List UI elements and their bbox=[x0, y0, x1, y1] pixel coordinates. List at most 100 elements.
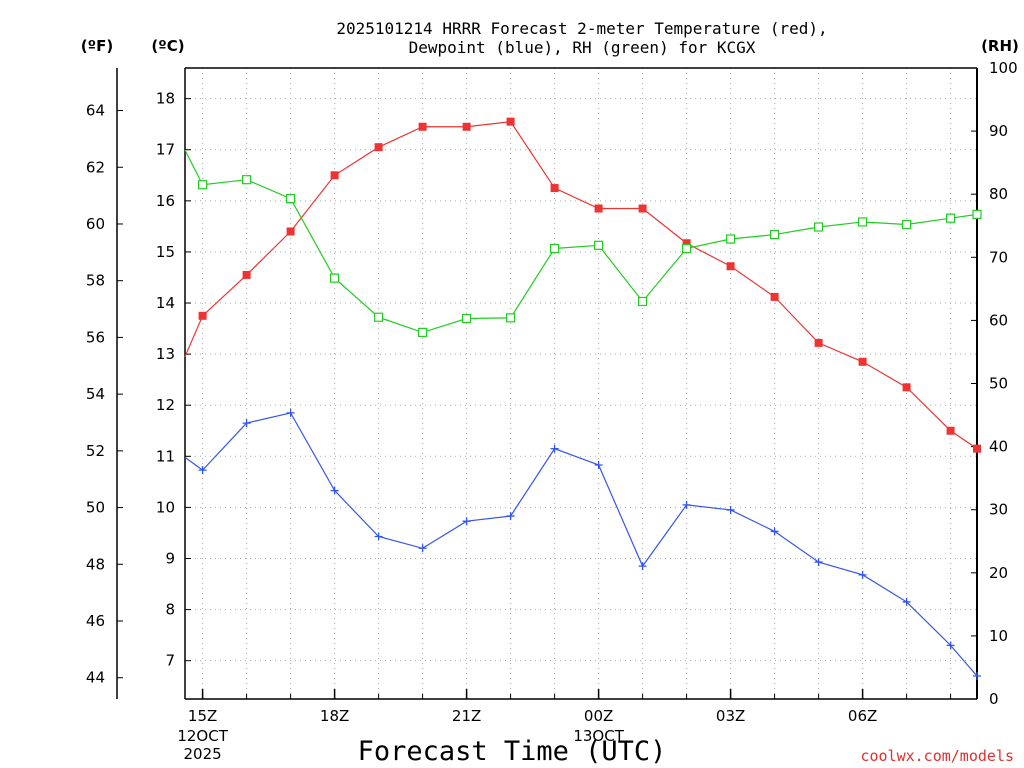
rh-point bbox=[549, 243, 560, 254]
rh-point bbox=[857, 217, 868, 227]
fahrenheit-unit-label: (ºF) bbox=[81, 37, 113, 55]
dewpoint-point bbox=[242, 419, 251, 428]
celsius-tick-label: 11 bbox=[156, 447, 175, 465]
dewpoint-point bbox=[770, 527, 779, 536]
rh-point bbox=[418, 327, 428, 337]
dewpoint-point bbox=[814, 558, 823, 567]
temperature-point bbox=[638, 204, 647, 213]
rh-point bbox=[286, 194, 296, 204]
dewpoint-point bbox=[418, 544, 427, 553]
x-tick-label: 18Z bbox=[320, 707, 349, 725]
temperature-line bbox=[184, 121, 978, 450]
data-series bbox=[184, 117, 982, 681]
dewpoint-point bbox=[550, 444, 559, 453]
temperature-point bbox=[594, 204, 603, 213]
fahrenheit-tick-label: 50 bbox=[86, 499, 105, 517]
x-tick-label: 00Z bbox=[584, 707, 613, 725]
rh-point bbox=[242, 175, 252, 185]
celsius-tick-label: 16 bbox=[156, 192, 175, 210]
chart-title: 2025101214 HRRR Forecast 2-meter Tempera… bbox=[336, 19, 827, 57]
temperature-point bbox=[902, 383, 911, 392]
rh-tick-label: 100 bbox=[989, 59, 1018, 77]
title-line-1: 2025101214 HRRR Forecast 2-meter Tempera… bbox=[336, 19, 827, 38]
fahrenheit-tick-label: 60 bbox=[86, 215, 105, 233]
celsius-tick-label: 9 bbox=[165, 549, 175, 567]
temperature-point bbox=[418, 122, 427, 131]
temperature-point bbox=[550, 184, 559, 193]
axes: 7 8 9 10 11 12 13 14 15 16 17 18 44 46 48 50 52 54 56 58 60 6… bbox=[86, 59, 1018, 763]
rh-tick-label: 40 bbox=[989, 438, 1008, 456]
rh-point bbox=[198, 180, 208, 190]
dewpoint-point bbox=[374, 532, 383, 541]
dewpoint-point bbox=[286, 408, 295, 417]
fahrenheit-tick-label: 48 bbox=[86, 555, 105, 573]
rh-tick-label: 80 bbox=[989, 185, 1008, 203]
x-tick-date-label: 13OCT bbox=[573, 727, 624, 745]
temperature-point bbox=[462, 122, 471, 131]
celsius-tick-label: 10 bbox=[156, 498, 175, 516]
x-tick-label: 06Z bbox=[848, 707, 877, 725]
dewpoint-line bbox=[184, 412, 978, 677]
rh-point bbox=[330, 273, 340, 283]
temperature-point bbox=[858, 357, 867, 366]
dewpoint-point bbox=[638, 562, 647, 571]
rh-tick-label: 60 bbox=[989, 311, 1008, 329]
rh-point bbox=[945, 213, 956, 223]
celsius-tick-label: 18 bbox=[156, 90, 175, 108]
credit-text: coolwx.com/models bbox=[860, 747, 1014, 765]
x-tick-label: 21Z bbox=[452, 707, 481, 725]
rh-point bbox=[901, 219, 912, 230]
celsius-unit-label: (ºC) bbox=[151, 37, 184, 55]
celsius-tick-label: 13 bbox=[156, 345, 175, 363]
rh-point bbox=[637, 296, 648, 307]
dewpoint-point bbox=[594, 460, 603, 469]
rh-tick-label: 50 bbox=[989, 375, 1008, 393]
rh-point bbox=[813, 222, 824, 232]
rh-tick-label: 20 bbox=[989, 564, 1008, 582]
temperature-point bbox=[506, 117, 515, 126]
dewpoint-point bbox=[682, 500, 691, 509]
temperature-point bbox=[814, 338, 823, 347]
celsius-tick-label: 7 bbox=[165, 652, 175, 670]
dewpoint-point bbox=[973, 672, 981, 681]
rh-tick-label: 70 bbox=[989, 248, 1008, 266]
temperature-point bbox=[682, 239, 691, 248]
rh-tick-label: 10 bbox=[989, 627, 1008, 645]
rh-unit-label: (RH) bbox=[981, 37, 1019, 55]
rh-tick-label: 30 bbox=[989, 501, 1008, 519]
rh-point bbox=[593, 240, 604, 250]
temperature-point bbox=[198, 311, 207, 320]
celsius-tick-label: 8 bbox=[165, 601, 175, 619]
dewpoint-point bbox=[198, 466, 207, 475]
celsius-tick-label: 17 bbox=[156, 141, 175, 159]
rh-point bbox=[681, 243, 692, 254]
gridlines bbox=[185, 68, 977, 699]
rh-line bbox=[184, 149, 978, 334]
x-tick-date-label: 12OCT bbox=[177, 727, 228, 745]
fahrenheit-tick-label: 44 bbox=[86, 669, 105, 687]
temperature-point bbox=[242, 270, 251, 279]
rh-point bbox=[506, 313, 516, 323]
dewpoint-point bbox=[506, 512, 515, 521]
temperature-point bbox=[770, 292, 779, 301]
title-line-2: Dewpoint (blue), RH (green) for KCGX bbox=[409, 38, 756, 57]
temperature-point bbox=[330, 171, 339, 180]
rh-point bbox=[769, 229, 780, 240]
fahrenheit-tick-label: 64 bbox=[86, 102, 105, 120]
dewpoint-point bbox=[858, 570, 867, 579]
x-tick-label: 15Z bbox=[188, 707, 217, 725]
fahrenheit-tick-label: 54 bbox=[86, 385, 105, 403]
dewpoint-point bbox=[330, 486, 339, 495]
fahrenheit-tick-label: 62 bbox=[86, 158, 105, 176]
rh-tick-label: 0 bbox=[989, 690, 999, 708]
rh-point bbox=[972, 209, 982, 219]
x-tick-label: 03Z bbox=[716, 707, 745, 725]
x-axis-label: Forecast Time (UTC) bbox=[358, 736, 667, 767]
dewpoint-point bbox=[946, 641, 955, 650]
rh-point bbox=[462, 313, 472, 324]
dewpoint-point bbox=[462, 517, 471, 526]
celsius-tick-label: 15 bbox=[156, 243, 175, 261]
fahrenheit-tick-label: 56 bbox=[86, 328, 105, 346]
rh-point bbox=[374, 312, 384, 322]
temperature-point bbox=[973, 444, 981, 453]
